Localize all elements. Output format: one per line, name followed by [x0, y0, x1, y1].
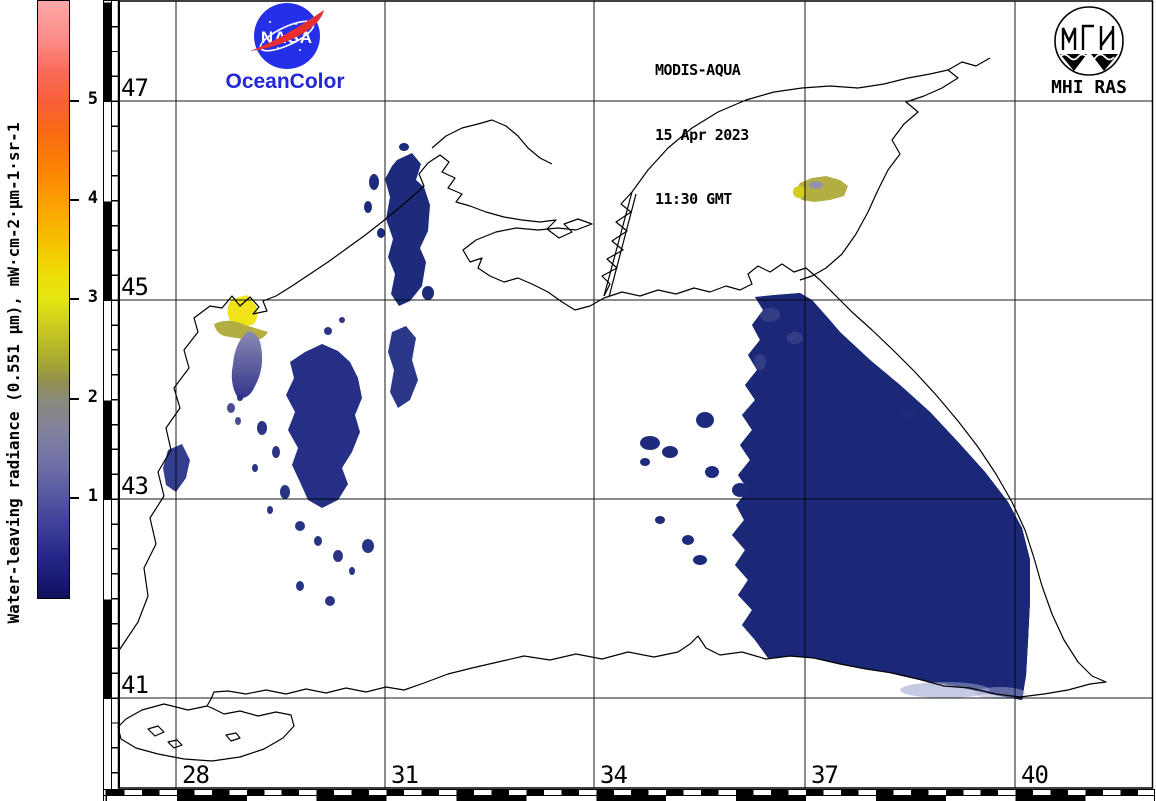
- lat-label-41: 41: [121, 671, 149, 699]
- bottom-degree-ruler: [103, 795, 1155, 801]
- colorbar-tick-label: 2: [87, 387, 98, 407]
- acquisition-time: 11:30 GMT: [655, 190, 732, 208]
- map-frame: [117, 0, 1154, 789]
- colorbar-tick-label: 4: [87, 188, 98, 208]
- radiance-data-swaths: [163, 143, 1030, 700]
- acquisition-date: 15 Apr 2023: [655, 125, 749, 144]
- lon-label-34: 34: [600, 761, 628, 789]
- colorbar-tick-label: 5: [87, 89, 98, 109]
- nasa-logo: NASA: [250, 3, 324, 69]
- acquisition-header: MODIS-AQUA 15 Apr 2023 11:30 GMT: [655, 17, 749, 254]
- colorbar-tick-2: [70, 398, 79, 400]
- lon-label-40: 40: [1021, 761, 1049, 789]
- oceancolor-wordmark: OceanColor: [225, 70, 345, 93]
- colorbar-tick-label: 1: [87, 486, 98, 506]
- graticule-grid: [118, 1, 1153, 788]
- colorbar-tick-4: [70, 199, 79, 201]
- lat-label-43: 43: [121, 472, 149, 500]
- lon-label-28: 28: [182, 761, 210, 789]
- colorbar-tick-1: [70, 497, 79, 499]
- lat-label-47: 47: [121, 74, 149, 102]
- mhi-ras-logo: [1054, 6, 1124, 76]
- coastline: [117, 57, 1107, 762]
- colorbar-gradient: [37, 0, 70, 599]
- lon-label-31: 31: [391, 761, 419, 789]
- colorbar-tick-label: 3: [87, 287, 98, 307]
- lon-label-37: 37: [811, 761, 839, 789]
- mhi-mgi-letters-icon: [1061, 24, 1115, 50]
- colorbar-tick-3: [70, 298, 79, 300]
- lat-label-45: 45: [121, 273, 149, 301]
- mhi-wave-icon: [1060, 54, 1087, 71]
- mhi-ras-label: MHI RAS: [1051, 77, 1127, 98]
- satellite-name: MODIS-AQUA: [655, 61, 741, 79]
- colorbar-tick-5: [70, 100, 79, 102]
